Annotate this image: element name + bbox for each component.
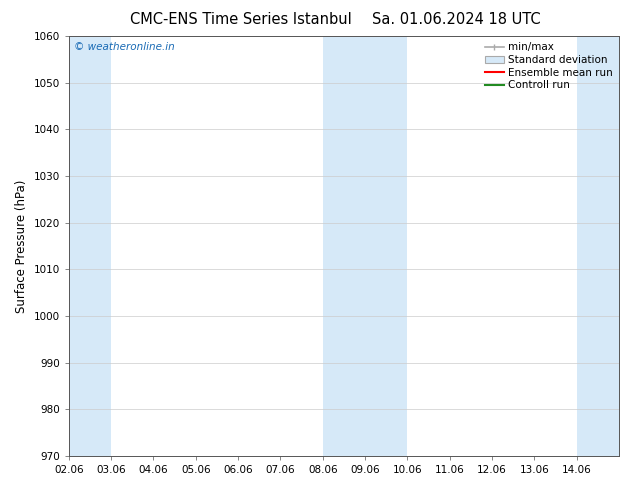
Bar xyxy=(69,36,111,456)
Bar xyxy=(577,36,619,456)
Y-axis label: Surface Pressure (hPa): Surface Pressure (hPa) xyxy=(15,179,28,313)
Legend: min/max, Standard deviation, Ensemble mean run, Controll run: min/max, Standard deviation, Ensemble me… xyxy=(481,38,617,95)
Bar xyxy=(323,36,408,456)
Text: © weatheronline.in: © weatheronline.in xyxy=(74,43,175,52)
Text: CMC-ENS Time Series Istanbul: CMC-ENS Time Series Istanbul xyxy=(130,12,352,27)
Text: Sa. 01.06.2024 18 UTC: Sa. 01.06.2024 18 UTC xyxy=(372,12,541,27)
